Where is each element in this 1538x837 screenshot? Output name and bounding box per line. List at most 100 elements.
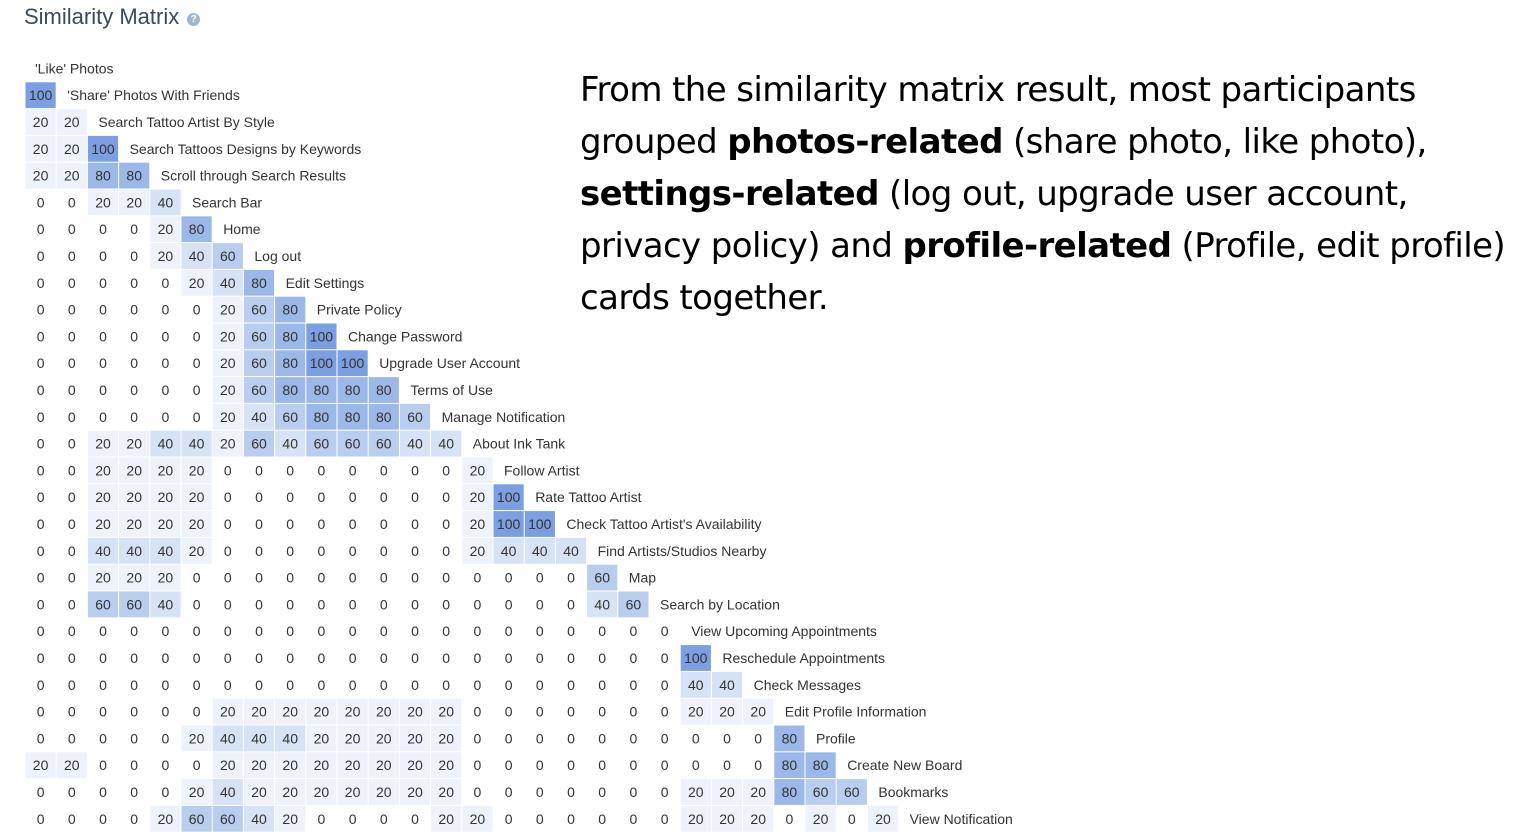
matrix-cell-value: 0 <box>318 462 326 478</box>
matrix-cell <box>119 189 150 216</box>
matrix-cell <box>399 403 431 430</box>
matrix-cell-value: 0 <box>786 811 794 827</box>
matrix-cell <box>431 430 462 457</box>
matrix-cell <box>150 537 181 564</box>
summary-settings-label: settings-related <box>580 174 879 214</box>
matrix-cell-value: 100 <box>684 650 708 666</box>
matrix-cell <box>493 511 524 537</box>
matrix-cell-value: 20 <box>470 489 486 505</box>
matrix-cell-value: 0 <box>37 221 45 237</box>
matrix-cell-value: 20 <box>470 516 486 532</box>
matrix-cell-value: 0 <box>411 811 419 827</box>
matrix-cell <box>524 805 555 832</box>
matrix-cell <box>680 779 711 805</box>
matrix-cell <box>743 779 774 805</box>
matrix-cell-value: 0 <box>380 623 388 639</box>
matrix-cell-value: 0 <box>224 677 232 693</box>
matrix-cell-value: 0 <box>380 596 388 612</box>
matrix-cell <box>743 805 774 832</box>
matrix-cell <box>56 645 87 671</box>
matrix-cell <box>119 484 150 511</box>
matrix-cell <box>587 564 618 591</box>
matrix-cell <box>337 779 368 805</box>
matrix-cell <box>680 671 711 698</box>
matrix-cell-value: 20 <box>158 489 174 505</box>
matrix-cell-value: 0 <box>349 462 357 478</box>
matrix-cell <box>150 189 181 216</box>
matrix-cell-value: 0 <box>68 543 76 559</box>
matrix-cell-value: 20 <box>719 811 735 827</box>
matrix-cell-value: 0 <box>99 275 107 291</box>
matrix-cell <box>25 430 56 457</box>
matrix-cell <box>243 377 275 403</box>
matrix-cell <box>119 511 150 537</box>
matrix-cell <box>25 698 56 725</box>
matrix-cell-value: 40 <box>251 811 267 827</box>
matrix-cell <box>431 671 462 698</box>
matrix-cell <box>87 537 119 564</box>
matrix-cell <box>181 484 212 511</box>
matrix-row-label: Search Tattoo Artist By Style <box>98 114 275 130</box>
matrix-cell-value: 0 <box>567 570 575 586</box>
matrix-cell-value: 0 <box>442 516 450 532</box>
matrix-cell <box>243 805 275 832</box>
matrix-cell-value: 20 <box>95 489 111 505</box>
matrix-cell <box>212 323 243 350</box>
matrix-cell-value: 0 <box>630 704 638 720</box>
matrix-cell-value: 40 <box>688 677 704 693</box>
matrix-cell <box>87 323 119 350</box>
matrix-cell <box>212 779 243 805</box>
matrix-cell <box>25 109 56 135</box>
matrix-cell <box>243 725 275 752</box>
matrix-cell <box>25 779 56 805</box>
matrix-cell <box>243 403 275 430</box>
matrix-cell <box>25 725 56 752</box>
matrix-cell-value: 60 <box>251 302 267 318</box>
matrix-cell <box>555 725 587 752</box>
matrix-row-label: About Ink Tank <box>473 436 566 452</box>
matrix-cell <box>243 296 275 323</box>
matrix-cell <box>243 457 275 484</box>
matrix-cell <box>399 591 431 618</box>
matrix-cell-value: 20 <box>220 704 236 720</box>
matrix-cell-value: 0 <box>598 677 606 693</box>
matrix-cell-value: 0 <box>286 516 294 532</box>
matrix-cell-value: 0 <box>349 543 357 559</box>
matrix-cell <box>462 698 493 725</box>
matrix-cell <box>56 752 87 779</box>
summary-profile-label: profile-related <box>902 226 1172 266</box>
matrix-cell <box>462 484 493 511</box>
matrix-cell <box>555 591 587 618</box>
matrix-cell <box>181 564 212 591</box>
matrix-cell-value: 0 <box>255 596 263 612</box>
matrix-cell <box>150 296 181 323</box>
matrix-cell-value: 0 <box>130 355 138 371</box>
matrix-cell-value: 80 <box>282 355 298 371</box>
matrix-cell <box>25 135 56 162</box>
matrix-cell <box>462 618 493 645</box>
matrix-cell <box>462 564 493 591</box>
matrix-cell-value: 0 <box>68 784 76 800</box>
matrix-cell <box>87 377 119 403</box>
matrix-cell-value: 0 <box>505 623 513 639</box>
matrix-cell-value: 20 <box>438 757 454 773</box>
matrix-cell <box>368 564 399 591</box>
matrix-cell <box>150 457 181 484</box>
matrix-cell-value: 80 <box>345 409 361 425</box>
matrix-cell-value: 20 <box>220 328 236 344</box>
matrix-cell-value: 20 <box>33 168 49 184</box>
matrix-cell <box>493 645 524 671</box>
matrix-cell-value: 0 <box>567 784 575 800</box>
matrix-cell-value: 60 <box>314 436 330 452</box>
matrix-cell-value: 0 <box>411 596 419 612</box>
question-circle-icon[interactable]: ? <box>187 12 201 26</box>
matrix-cell <box>431 591 462 618</box>
matrix-cell <box>212 350 243 377</box>
matrix-cell-value: 20 <box>345 730 361 746</box>
matrix-cell <box>87 430 119 457</box>
matrix-cell-value: 0 <box>567 811 575 827</box>
matrix-cell-value: 80 <box>782 757 798 773</box>
matrix-cell <box>56 403 87 430</box>
matrix-cell <box>87 162 119 189</box>
matrix-cell-value: 0 <box>224 570 232 586</box>
